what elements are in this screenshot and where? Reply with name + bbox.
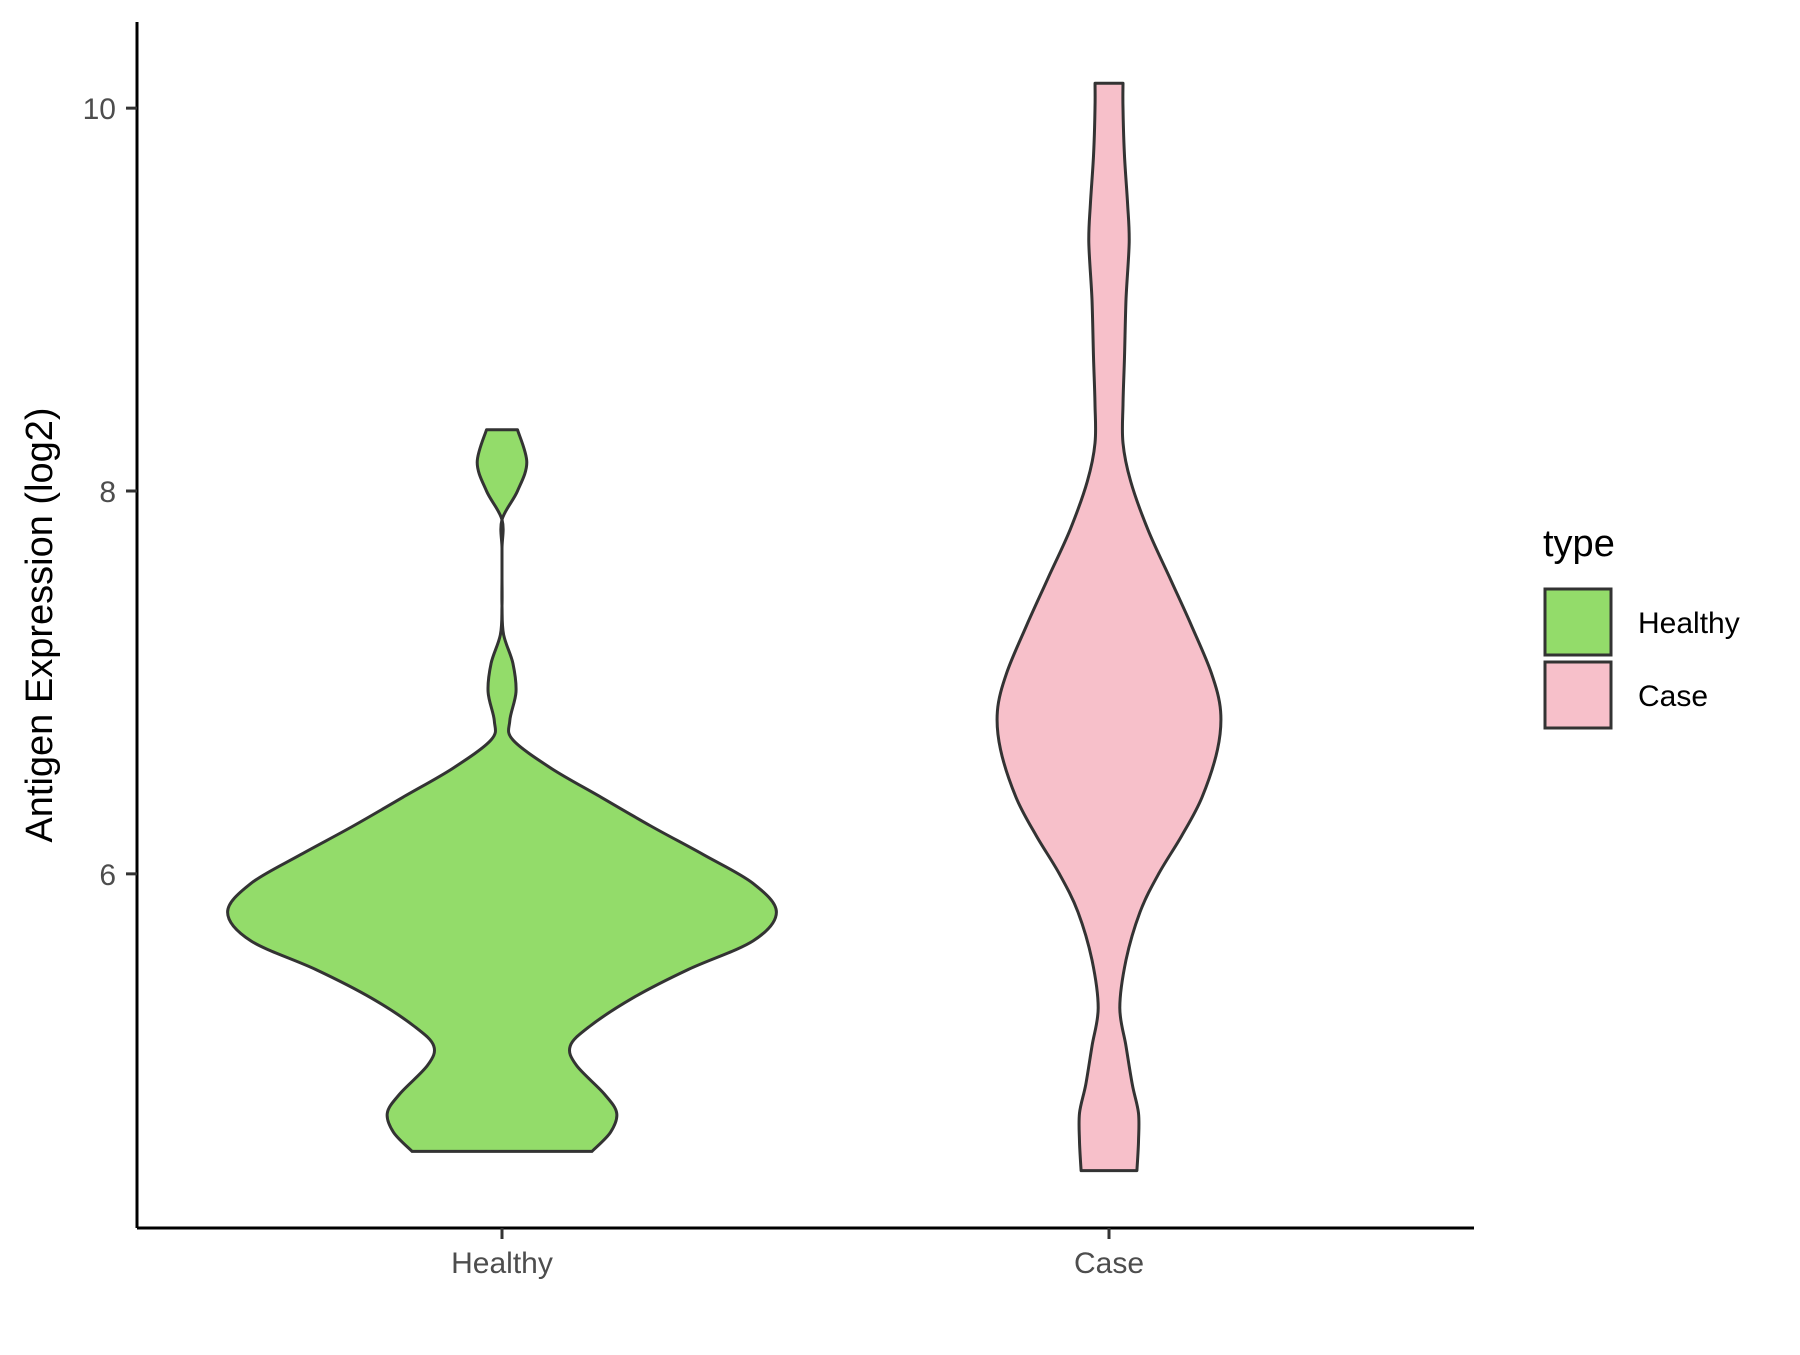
legend-label-healthy: Healthy <box>1638 607 1740 640</box>
legend-label-case: Case <box>1638 680 1708 713</box>
violins-layer <box>226 81 1223 1173</box>
y-axis-title: Antigen Expression (log2) <box>19 407 61 842</box>
violin-case <box>995 81 1223 1173</box>
legend-swatch-case <box>1543 660 1613 730</box>
ticks-layer: 6 8 10 Healthy Case <box>83 93 1144 1280</box>
y-tick-label-10: 10 <box>83 93 116 126</box>
x-tick-label-case: Case <box>1074 1247 1144 1280</box>
legend-title: type <box>1543 523 1615 565</box>
violin-healthy <box>226 428 778 1153</box>
legend: type Healthy Case <box>1543 523 1740 730</box>
y-tick-label-8: 8 <box>99 476 116 509</box>
axes-layer <box>135 22 1474 1230</box>
y-tick-label-6: 6 <box>99 859 116 892</box>
legend-swatch-healthy <box>1543 587 1613 657</box>
x-tick-label-healthy: Healthy <box>451 1247 553 1280</box>
